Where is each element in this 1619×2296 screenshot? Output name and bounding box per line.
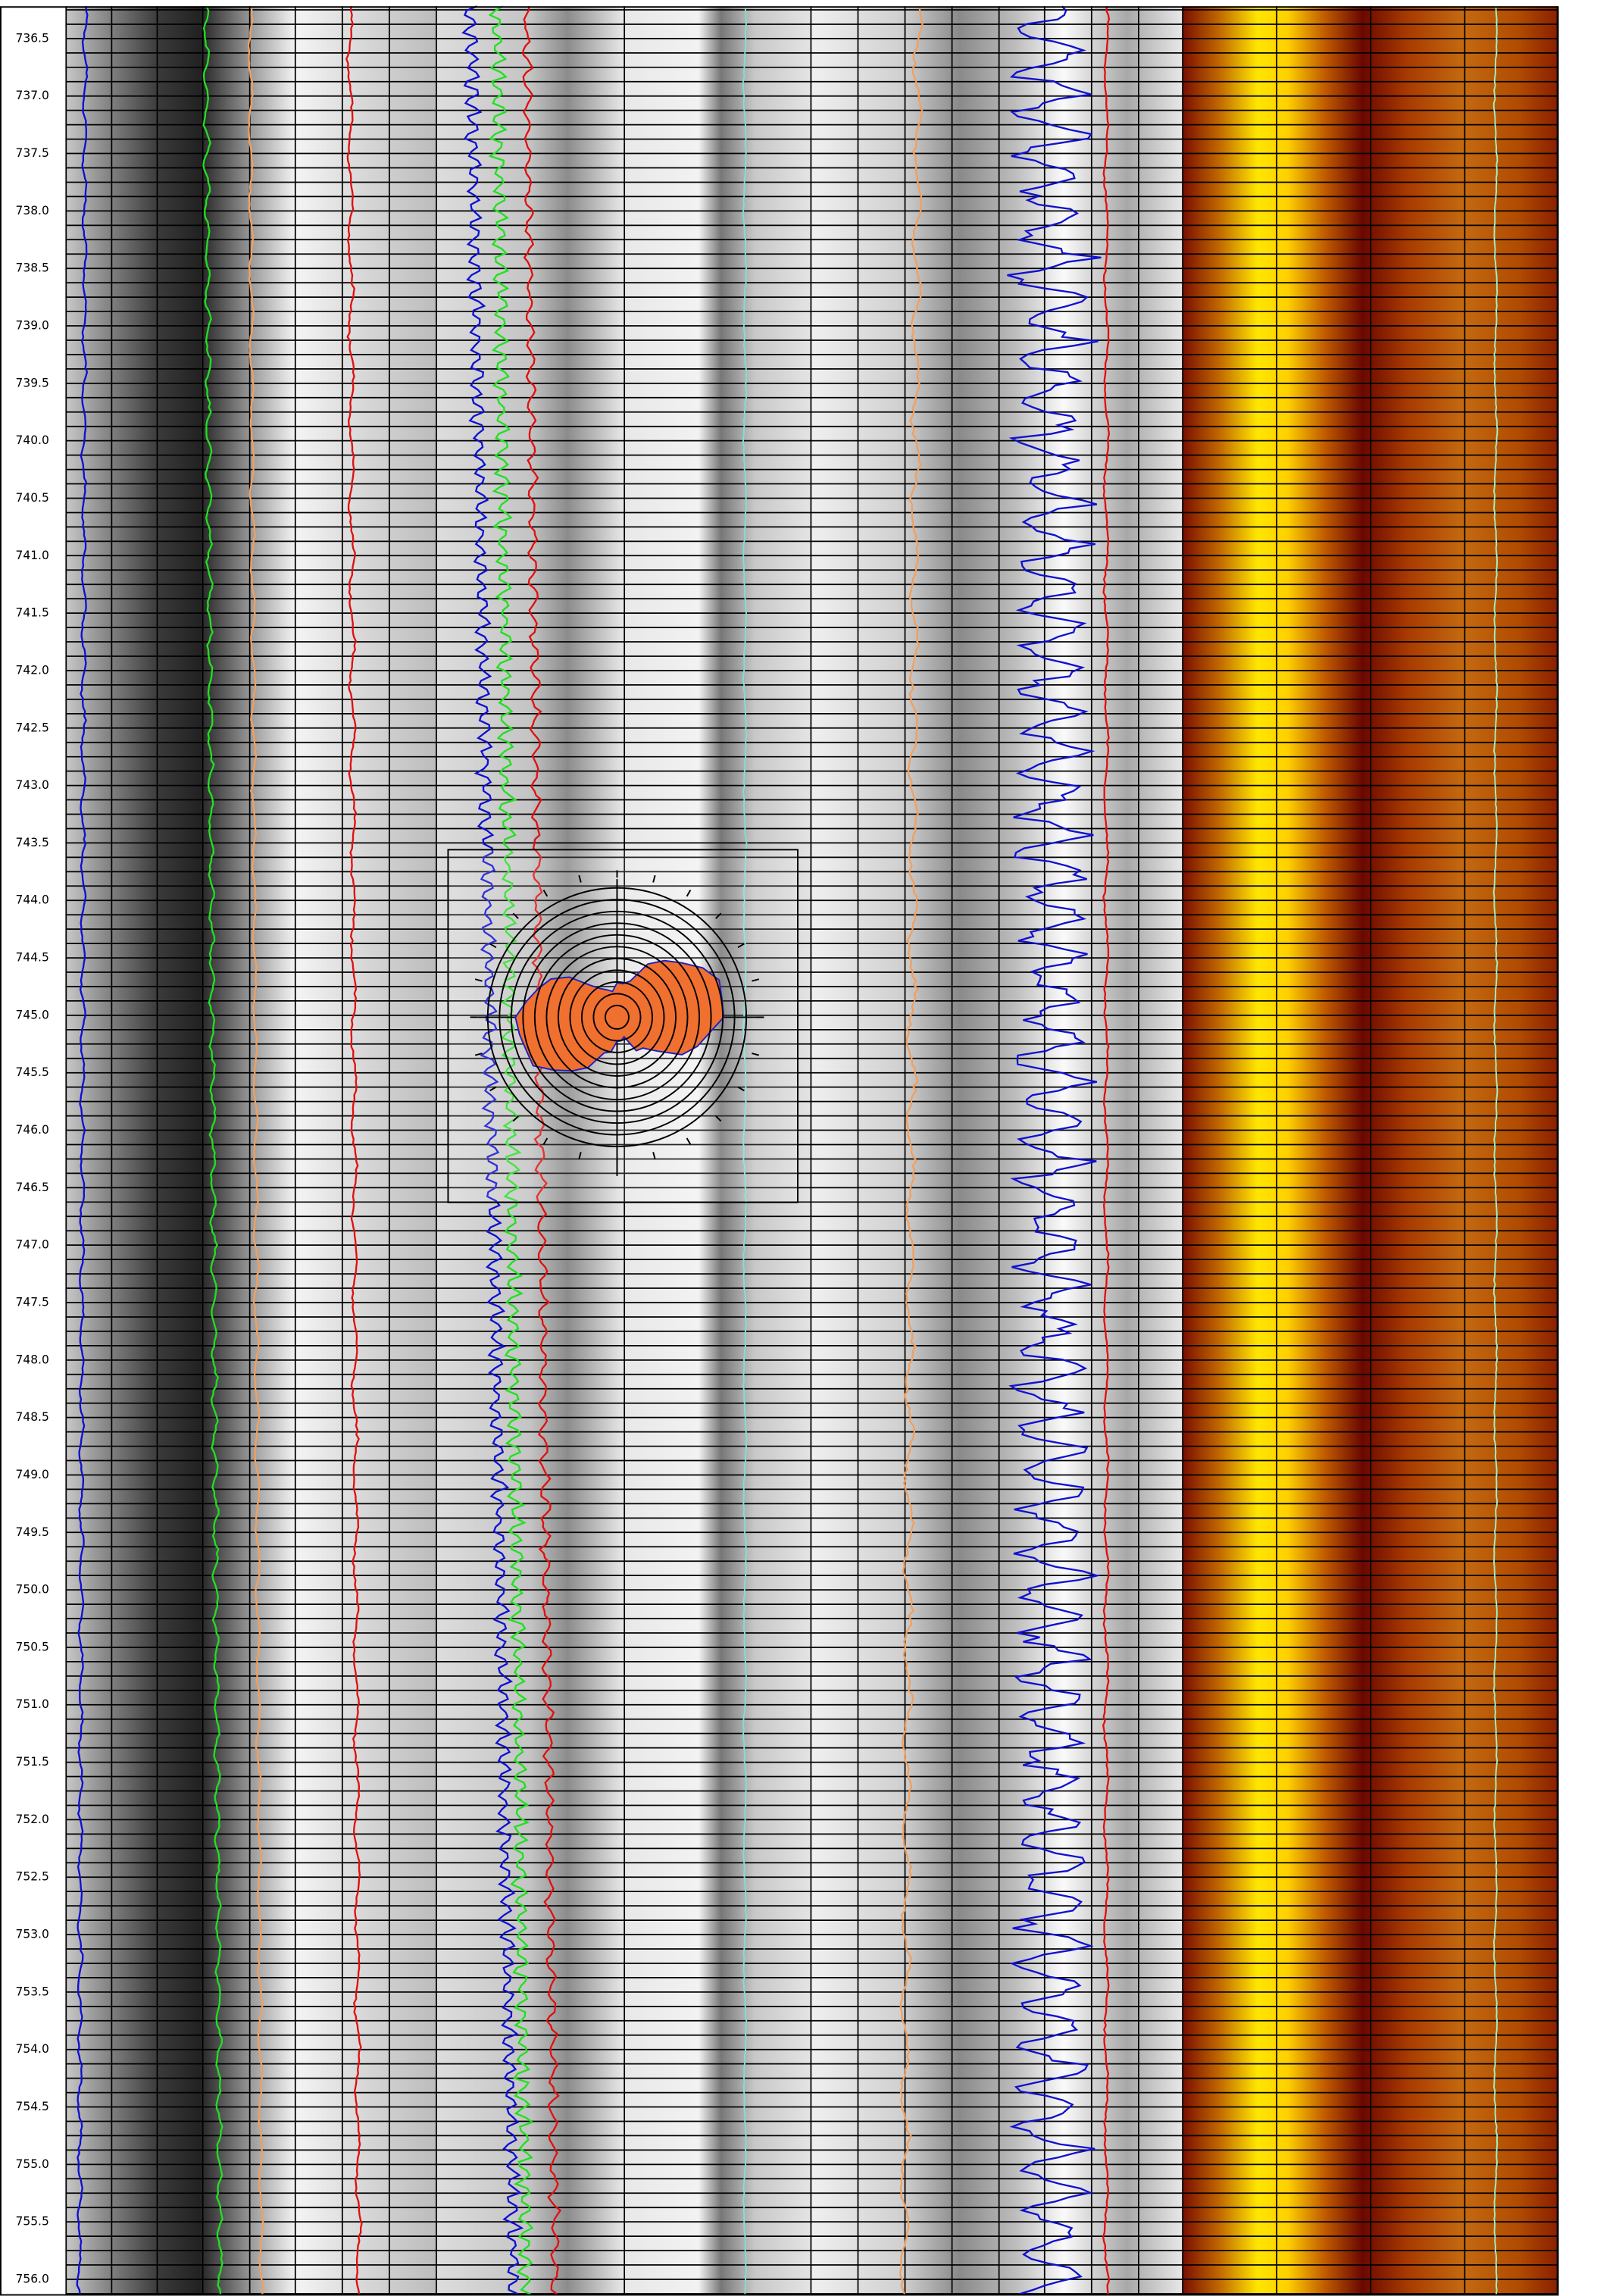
depth-label: 756.0 xyxy=(15,2272,48,2285)
log-curve xyxy=(522,6,562,2295)
polar-tick xyxy=(652,874,656,883)
log-curve xyxy=(1492,6,1499,2294)
depth-label: 752.5 xyxy=(15,1870,48,1884)
depth-label: 748.5 xyxy=(15,1410,48,1424)
border xyxy=(0,6,1559,2296)
depth-label: 753.5 xyxy=(15,1985,48,1998)
polar-tick xyxy=(752,978,760,982)
log-curve xyxy=(899,6,924,2294)
log-curve xyxy=(1007,5,1102,2295)
depth-label: 742.0 xyxy=(15,663,48,677)
grid xyxy=(65,6,1558,2296)
depth-label: 738.0 xyxy=(15,204,48,217)
depth-label: 746.5 xyxy=(15,1181,48,1194)
polar-tick xyxy=(737,943,745,949)
polar-tick xyxy=(652,1152,656,1159)
log-curve xyxy=(76,6,89,2294)
depth-label: 744.0 xyxy=(15,893,48,907)
rose xyxy=(514,959,725,1072)
polar-tick xyxy=(512,1115,519,1122)
depth-label: 753.0 xyxy=(15,1928,48,1941)
depth-label: 741.5 xyxy=(15,606,48,620)
log-curve xyxy=(247,6,265,2294)
depth-label: 752.0 xyxy=(15,1813,48,1826)
polar-tick xyxy=(737,1086,745,1092)
depth-label: 743.5 xyxy=(15,836,48,849)
polar-ring xyxy=(580,981,653,1053)
depth-label: 739.5 xyxy=(15,376,48,389)
log-curve xyxy=(345,6,363,2294)
curves xyxy=(76,5,1499,2295)
depth-label: 749.5 xyxy=(15,1525,48,1539)
track-4-image xyxy=(1183,6,1558,2296)
depth-label: 743.0 xyxy=(15,778,48,792)
polar-ring xyxy=(604,1004,630,1030)
polar-ring xyxy=(499,899,736,1136)
depth-label: 736.5 xyxy=(15,31,48,45)
depth-label: 746.0 xyxy=(15,1123,48,1137)
depth-label: 754.5 xyxy=(15,2100,48,2113)
polar-tick xyxy=(542,1137,549,1145)
depth-label: 742.5 xyxy=(15,721,48,734)
depth-label: 740.5 xyxy=(15,491,48,505)
polar-ring xyxy=(486,887,748,1148)
polar-ring xyxy=(522,922,712,1112)
track-1-image xyxy=(66,6,436,2296)
depth-label: 745.0 xyxy=(15,1008,48,1021)
polar-tick xyxy=(474,978,483,982)
depth-label: 740.0 xyxy=(15,433,48,447)
polar-tick xyxy=(715,1115,722,1122)
polar-tick xyxy=(686,1137,692,1145)
polar-tick xyxy=(512,912,519,919)
depth-track: 736.5 737.0 737.5 738.0 738.5 739.0 739.5 740.0… xyxy=(15,31,48,2285)
log-curve xyxy=(488,5,535,2295)
polar-ring xyxy=(533,934,701,1100)
polar-ring xyxy=(510,910,724,1125)
polar-tick xyxy=(578,874,582,883)
log-curve xyxy=(742,6,748,2294)
depth-label: 738.5 xyxy=(15,261,48,275)
track-3-image xyxy=(811,6,1183,2296)
depth-label: 745.5 xyxy=(15,1065,48,1079)
log-curve xyxy=(461,5,524,2295)
polar-tick xyxy=(489,943,497,949)
polar-tick xyxy=(489,1086,497,1092)
polar-tick xyxy=(542,889,549,897)
depth-label: 750.5 xyxy=(15,1640,48,1653)
depth-label: 741.0 xyxy=(15,549,48,562)
log-curve xyxy=(202,5,223,2294)
polar-tick xyxy=(578,1152,582,1159)
depth-label: 751.5 xyxy=(15,1755,48,1769)
polar-plot xyxy=(447,849,799,1203)
depth-label: 755.5 xyxy=(15,2215,48,2229)
depth-label: 747.0 xyxy=(15,1238,48,1252)
polar-ring xyxy=(557,957,677,1077)
depth-label: 748.0 xyxy=(15,1353,48,1366)
depth-label: 750.0 xyxy=(15,1583,48,1597)
depth-label: 737.0 xyxy=(15,89,48,102)
polar-ring xyxy=(545,946,689,1089)
depth-label: 755.0 xyxy=(15,2157,48,2171)
polar-tick xyxy=(686,889,692,897)
depth-label: 737.5 xyxy=(15,146,48,160)
polar-ring xyxy=(592,993,642,1042)
polar-tick xyxy=(752,1053,760,1056)
polar-ring xyxy=(569,969,665,1065)
depth-label: 749.0 xyxy=(15,1468,48,1481)
polar-tick xyxy=(474,1053,483,1056)
depth-label: 747.5 xyxy=(15,1296,48,1309)
log-curve xyxy=(1102,6,1111,2294)
depth-label: 739.0 xyxy=(15,319,48,333)
depth-label: 751.0 xyxy=(15,1697,48,1711)
depth-label: 754.0 xyxy=(15,2042,48,2056)
depth-label: 744.5 xyxy=(15,951,48,965)
polar-tick xyxy=(715,912,722,919)
